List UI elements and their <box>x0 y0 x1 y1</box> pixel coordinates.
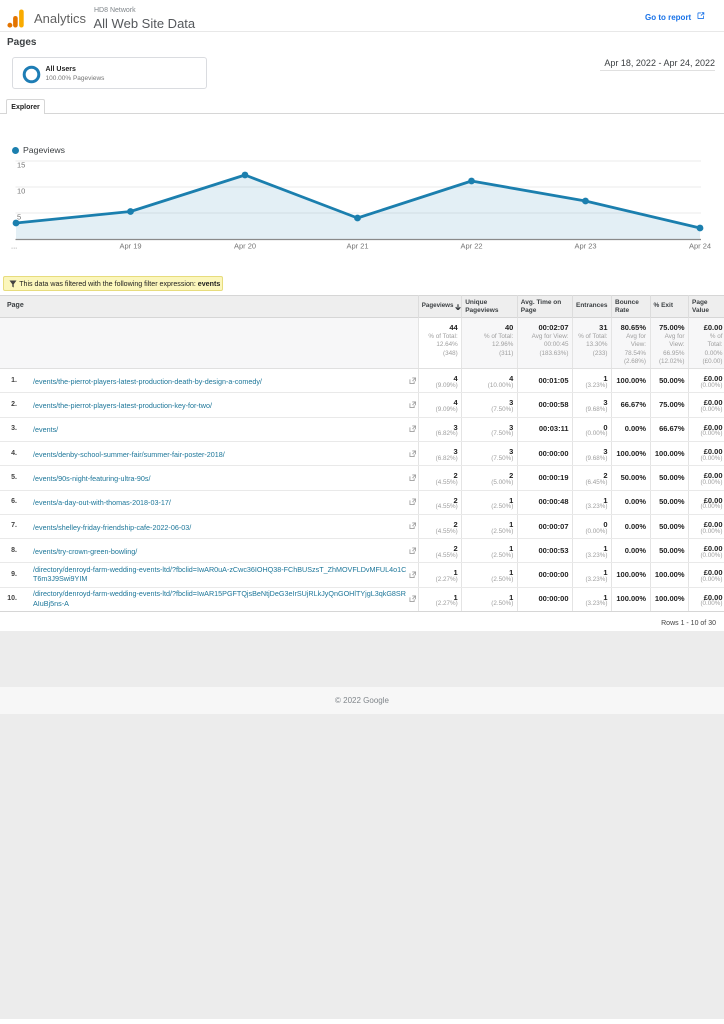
svg-text:Apr 23: Apr 23 <box>574 242 596 251</box>
svg-text:Apr 20: Apr 20 <box>234 242 256 251</box>
svg-text:Apr 19: Apr 19 <box>119 242 141 251</box>
svg-text:Apr 22: Apr 22 <box>460 242 482 251</box>
svg-text:10: 10 <box>17 186 25 195</box>
svg-text:Apr 24: Apr 24 <box>689 242 711 251</box>
svg-text:15: 15 <box>17 160 25 169</box>
svg-text:5: 5 <box>17 212 21 221</box>
svg-text:...: ... <box>11 242 17 251</box>
svg-text:Apr 21: Apr 21 <box>346 242 368 251</box>
